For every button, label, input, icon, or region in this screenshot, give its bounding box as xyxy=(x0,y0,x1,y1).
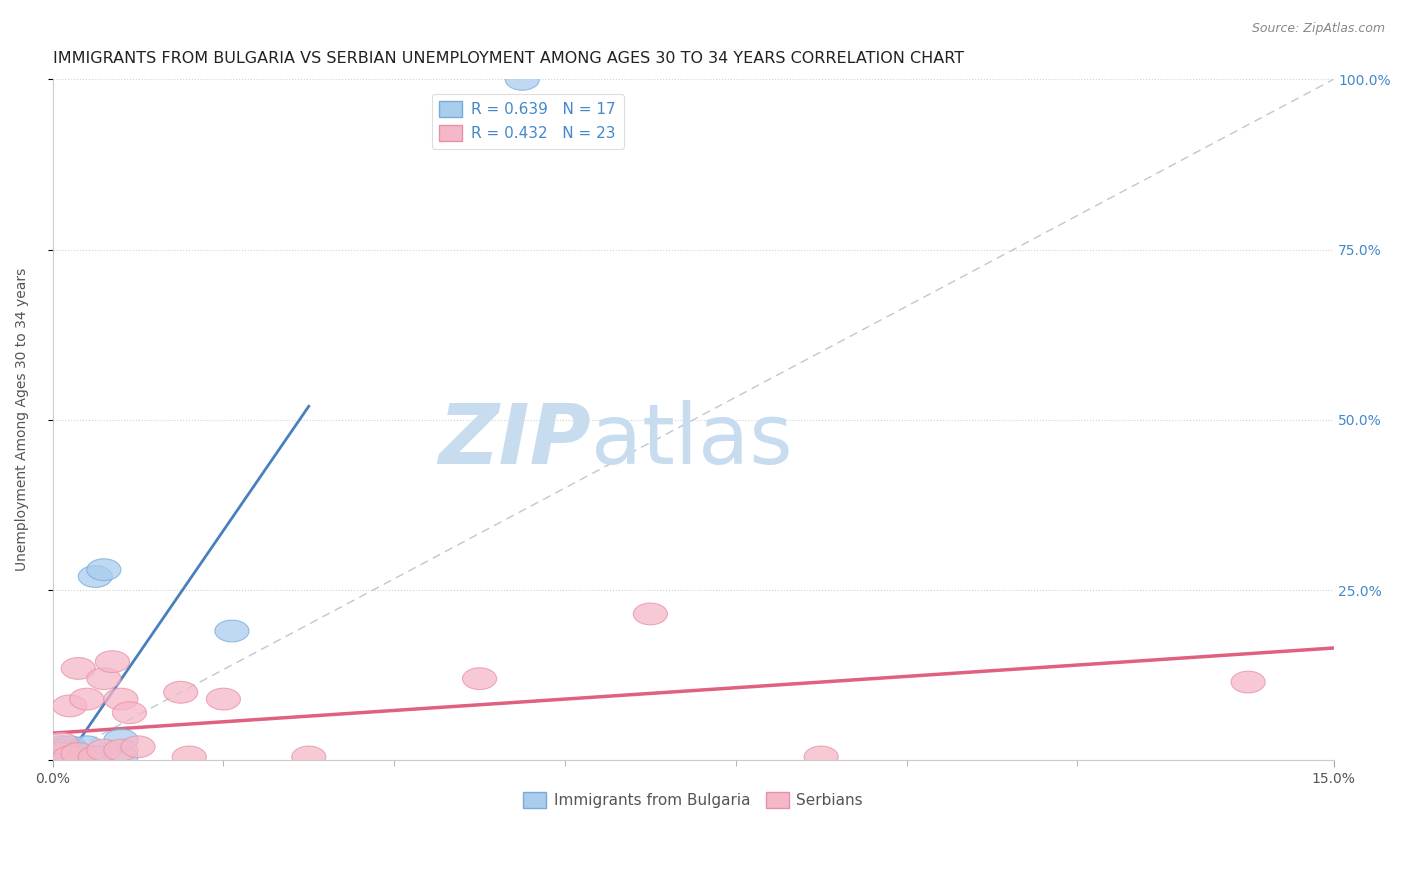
Y-axis label: Unemployment Among Ages 30 to 34 years: Unemployment Among Ages 30 to 34 years xyxy=(15,268,30,572)
Legend: Immigrants from Bulgaria, Serbians: Immigrants from Bulgaria, Serbians xyxy=(517,786,869,814)
Ellipse shape xyxy=(112,702,146,723)
Ellipse shape xyxy=(79,566,112,588)
Ellipse shape xyxy=(60,743,96,764)
Ellipse shape xyxy=(163,681,198,703)
Ellipse shape xyxy=(87,558,121,581)
Ellipse shape xyxy=(505,69,540,90)
Ellipse shape xyxy=(52,743,87,764)
Text: ZIP: ZIP xyxy=(437,400,591,481)
Ellipse shape xyxy=(44,736,79,757)
Ellipse shape xyxy=(79,746,112,768)
Text: Source: ZipAtlas.com: Source: ZipAtlas.com xyxy=(1251,22,1385,36)
Ellipse shape xyxy=(44,732,79,755)
Ellipse shape xyxy=(52,749,87,772)
Ellipse shape xyxy=(215,620,249,642)
Ellipse shape xyxy=(87,668,121,690)
Ellipse shape xyxy=(96,651,129,673)
Ellipse shape xyxy=(60,657,96,680)
Ellipse shape xyxy=(60,743,96,764)
Ellipse shape xyxy=(291,746,326,768)
Ellipse shape xyxy=(70,689,104,710)
Ellipse shape xyxy=(70,749,104,772)
Ellipse shape xyxy=(52,736,87,757)
Ellipse shape xyxy=(44,743,79,764)
Ellipse shape xyxy=(172,746,207,768)
Ellipse shape xyxy=(44,739,79,761)
Ellipse shape xyxy=(44,746,79,768)
Ellipse shape xyxy=(633,603,668,625)
Ellipse shape xyxy=(207,689,240,710)
Text: IMMIGRANTS FROM BULGARIA VS SERBIAN UNEMPLOYMENT AMONG AGES 30 TO 34 YEARS CORRE: IMMIGRANTS FROM BULGARIA VS SERBIAN UNEM… xyxy=(52,51,963,66)
Ellipse shape xyxy=(104,746,138,768)
Ellipse shape xyxy=(121,736,155,757)
Ellipse shape xyxy=(79,746,112,768)
Ellipse shape xyxy=(70,736,104,757)
Ellipse shape xyxy=(104,729,138,751)
Ellipse shape xyxy=(87,739,121,761)
Ellipse shape xyxy=(104,689,138,710)
Ellipse shape xyxy=(60,746,96,768)
Ellipse shape xyxy=(804,746,838,768)
Ellipse shape xyxy=(52,695,87,717)
Ellipse shape xyxy=(104,739,138,761)
Text: atlas: atlas xyxy=(591,400,793,481)
Ellipse shape xyxy=(1232,671,1265,693)
Ellipse shape xyxy=(52,746,87,768)
Ellipse shape xyxy=(463,668,496,690)
